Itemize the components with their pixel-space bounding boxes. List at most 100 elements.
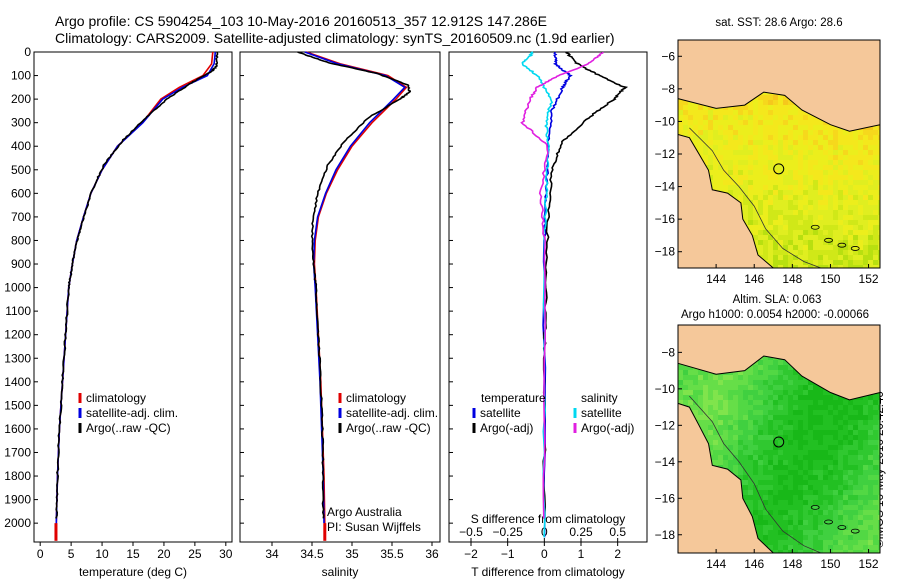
map-cell	[868, 525, 873, 530]
map-cell	[878, 395, 880, 400]
map-cell	[803, 210, 808, 215]
map-cell	[868, 465, 873, 470]
map-cell	[733, 155, 738, 160]
map-cell	[753, 230, 758, 235]
map-cell	[828, 145, 833, 150]
map-cell	[758, 535, 763, 540]
map-cell	[728, 425, 733, 430]
map-cell	[683, 375, 688, 380]
map-cell	[793, 255, 798, 260]
map-cell	[838, 140, 843, 145]
salinity-series-satellite	[304, 51, 407, 524]
map-cell	[868, 460, 873, 465]
map-cell	[818, 140, 823, 145]
map-cell	[783, 250, 788, 255]
map-cell	[873, 155, 878, 160]
map-cell	[873, 180, 878, 185]
map-cell	[798, 535, 803, 540]
map-cell	[743, 405, 748, 410]
map-cell	[863, 470, 868, 475]
map-cell	[753, 375, 758, 380]
map-cell	[823, 125, 828, 130]
map-cell	[843, 185, 848, 190]
map-cell	[868, 150, 873, 155]
map-cell	[873, 200, 878, 205]
map-cell	[758, 230, 763, 235]
depth-tick-label: 1900	[4, 493, 31, 507]
map-cell	[878, 125, 880, 130]
map-cell	[868, 175, 873, 180]
map-cell	[768, 505, 773, 510]
map-cell	[688, 365, 693, 370]
map-cell	[778, 405, 783, 410]
map-cell	[758, 445, 763, 450]
map-cell	[788, 165, 793, 170]
map-cell	[818, 495, 823, 500]
map-cell	[698, 125, 703, 130]
map-cell	[833, 460, 838, 465]
map-cell	[733, 405, 738, 410]
map-cell	[858, 200, 863, 205]
map-cell	[843, 465, 848, 470]
map-cell	[783, 185, 788, 190]
map-cell	[718, 160, 723, 165]
map-cell	[838, 215, 843, 220]
map-cell	[783, 105, 788, 110]
map-cell	[803, 110, 808, 115]
map-cell	[798, 385, 803, 390]
map-cell	[813, 550, 818, 553]
map-cell	[818, 420, 823, 425]
map-cell	[713, 150, 718, 155]
map-cell	[763, 235, 768, 240]
map-cell	[683, 125, 688, 130]
map-cell	[803, 185, 808, 190]
map-cell	[773, 240, 778, 245]
map-cell	[823, 515, 828, 520]
map-cell	[768, 520, 773, 525]
map-cell	[743, 420, 748, 425]
map-cell	[768, 410, 773, 415]
map-cell	[818, 230, 823, 235]
map-cell	[788, 530, 793, 535]
map-cell	[738, 415, 743, 420]
map-cell	[713, 460, 718, 465]
map-cell	[788, 410, 793, 415]
map-cell	[778, 390, 783, 395]
map-cell	[698, 145, 703, 150]
map-cell	[853, 220, 858, 225]
map-cell	[728, 145, 733, 150]
map-cell	[688, 385, 693, 390]
map-cell	[793, 230, 798, 235]
map-cell	[813, 185, 818, 190]
map-cell	[823, 235, 828, 240]
map-cell	[723, 150, 728, 155]
map-cell	[733, 390, 738, 395]
map-cell	[728, 455, 733, 460]
map-cell	[723, 465, 728, 470]
map-cell	[878, 540, 880, 545]
map-cell	[713, 410, 718, 415]
map-cell	[788, 535, 793, 540]
map-cell	[823, 255, 828, 260]
map-cell	[743, 220, 748, 225]
map-cell	[853, 200, 858, 205]
map-cell	[853, 260, 858, 265]
map-cell	[693, 130, 698, 135]
map-cell	[788, 485, 793, 490]
map-cell	[773, 515, 778, 520]
map-cell	[843, 145, 848, 150]
map-cell	[858, 545, 863, 550]
map-cell	[828, 470, 833, 475]
map-lat-tick-label: −18	[655, 528, 676, 542]
map-cell	[768, 400, 773, 405]
map-cell	[753, 425, 758, 430]
map-cell	[733, 420, 738, 425]
map-cell	[758, 420, 763, 425]
salinity-difference-tick-label: −0.25	[492, 525, 523, 539]
map-cell	[803, 435, 808, 440]
map-cell	[818, 120, 823, 125]
map-cell	[793, 550, 798, 553]
map-cell	[818, 150, 823, 155]
map-cell	[708, 415, 713, 420]
map-cell	[703, 410, 708, 415]
